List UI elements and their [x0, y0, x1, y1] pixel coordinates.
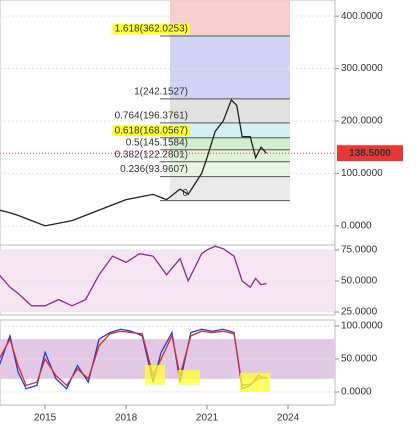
- y-tick-label: 100.0000: [341, 168, 383, 179]
- fib-band: [170, 98, 290, 123]
- y-tick-label: 50.0000: [341, 354, 378, 365]
- fib-band: [170, 137, 290, 150]
- series-line: [0, 245, 267, 307]
- y-tick-label: 0.0000: [341, 220, 372, 231]
- x-tick-label: 2018: [115, 413, 138, 424]
- fib-band: [170, 122, 290, 138]
- y-tick-label: 25.0000: [341, 307, 378, 318]
- series-line: [0, 98, 267, 227]
- x-tick-label: 2021: [196, 413, 219, 424]
- y-tick-label: 400.0000: [341, 11, 383, 22]
- fib-band: [170, 149, 290, 162]
- last-price-label: 138.5000: [349, 148, 391, 159]
- highlight: [178, 370, 200, 385]
- fib-label: 0.382(122.2801): [115, 149, 188, 160]
- x-tick-label: 2015: [34, 413, 57, 424]
- fib-label: 0.5(145.1584): [126, 137, 188, 148]
- y-tick-label: 100.0000: [341, 321, 383, 332]
- y-tick-label: 200.0000: [341, 116, 383, 127]
- highlight: [112, 125, 190, 137]
- y-tick-label: 75.0000: [341, 245, 378, 256]
- x-tick-label: 2024: [277, 413, 300, 424]
- last-price-box: [337, 145, 403, 162]
- fib-label: 1(242.1527): [134, 87, 188, 98]
- fib-band: [170, 176, 290, 201]
- highlight: [240, 373, 270, 392]
- fib-label: 1.618(362.0253): [115, 24, 188, 35]
- fib-label: 0.618(168.0567): [115, 125, 188, 136]
- fib-label: 0.236(93.9607): [120, 164, 188, 175]
- fib-label: 0.764(196.3761): [115, 111, 188, 122]
- series-line: [0, 330, 267, 387]
- y-tick-label: 0.0000: [341, 387, 372, 398]
- fib-label: 0: [182, 188, 188, 199]
- y-tick-label: 50.0000: [341, 276, 378, 287]
- indicator-band: [0, 249, 335, 313]
- fib-band: [170, 36, 290, 99]
- highlight: [112, 23, 190, 35]
- fib-band: [170, 161, 290, 177]
- y-tick-label: 300.0000: [341, 63, 383, 74]
- highlight: [145, 365, 165, 385]
